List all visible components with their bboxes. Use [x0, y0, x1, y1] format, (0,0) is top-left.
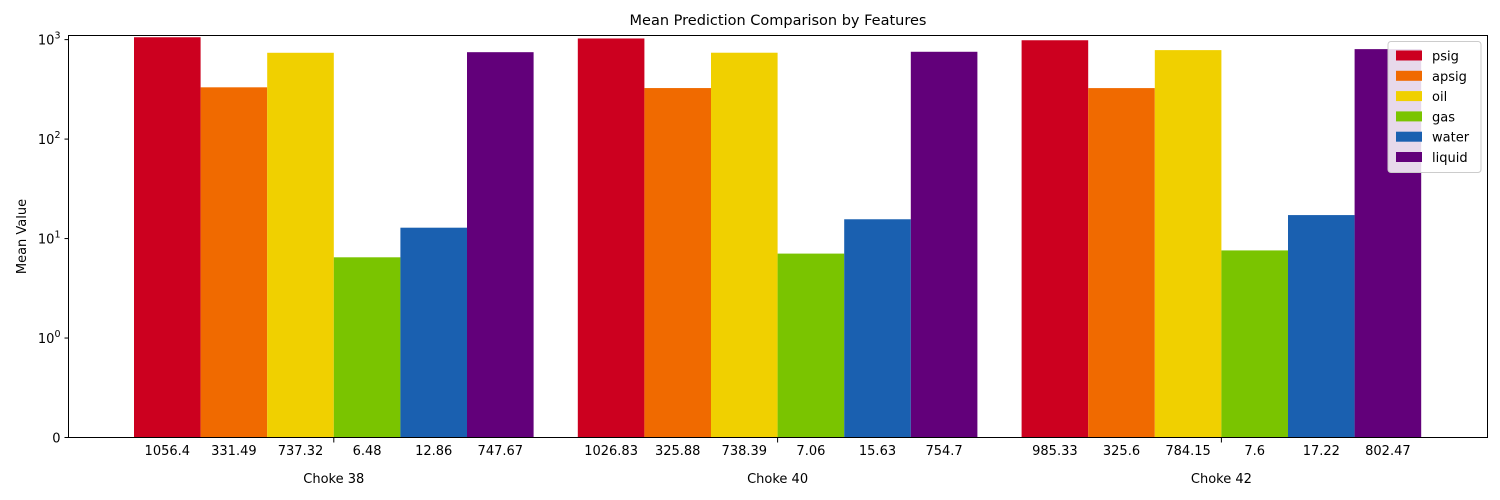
bar-value-label-apsig-0: 331.49 [211, 444, 257, 459]
legend-swatch-water [1396, 131, 1422, 142]
bar-value-label-oil-2: 784.15 [1165, 444, 1211, 459]
bar-value-label-water-0: 12.86 [415, 444, 452, 459]
bar-oil-1 [711, 52, 778, 438]
plot-area [134, 37, 1422, 438]
bar-gas-1 [777, 253, 845, 438]
bar-apsig-1 [644, 88, 711, 438]
legend-swatch-oil [1396, 91, 1422, 102]
bar-apsig-0 [200, 87, 268, 438]
category-label-0: Choke 38 [303, 472, 364, 487]
y-tick-label-0: 0 [52, 432, 60, 447]
bar-oil-0 [267, 52, 334, 438]
bar-liquid-1 [910, 51, 978, 438]
bar-value-label-oil-0: 737.32 [278, 444, 324, 459]
bar-psig-2 [1021, 40, 1089, 438]
category-label-2: Choke 42 [1191, 472, 1252, 487]
legend-swatch-liquid [1396, 152, 1422, 162]
x-axis: 1056.4 331.49 737.32 6.48 12.86 747.67 Choke 3… [145, 437, 1411, 487]
bar-value-label-water-1: 15.63 [859, 444, 896, 459]
bar-value-label-psig-1: 1026.83 [584, 444, 638, 459]
bar-value-label-liquid-1: 754.7 [925, 444, 962, 459]
bar-water-2 [1288, 215, 1355, 438]
chart-title: Mean Prediction Comparison by Features [630, 13, 927, 29]
bar-value-label-liquid-0: 747.67 [478, 444, 524, 459]
bar-psig-0 [134, 37, 201, 438]
bar-water-1 [844, 219, 911, 438]
legend-swatch-psig [1396, 50, 1422, 61]
bar-oil-2 [1154, 50, 1222, 438]
bar-value-label-gas-2: 7.6 [1244, 444, 1265, 459]
legend-label-liquid: liquid [1432, 151, 1468, 166]
bar-value-label-gas-1: 7.06 [796, 444, 825, 459]
bar-value-label-psig-2: 985.33 [1032, 444, 1078, 459]
legend-label-apsig: apsig [1432, 70, 1467, 85]
bar-psig-1 [577, 38, 645, 438]
legend-swatch-gas [1396, 111, 1422, 122]
legend-swatch-apsig [1396, 70, 1422, 81]
bar-value-label-apsig-2: 325.6 [1103, 444, 1140, 459]
legend: psig apsig oil gas water liquid [1387, 41, 1482, 173]
bar-apsig-2 [1088, 88, 1155, 438]
bar-water-0 [400, 227, 467, 438]
bar-value-label-oil-1: 738.39 [722, 444, 768, 459]
bar-gas-0 [333, 257, 401, 438]
y-axis-title: Mean Value [15, 199, 30, 274]
bar-gas-2 [1221, 250, 1288, 438]
bar-value-label-psig-0: 1056.4 [145, 444, 191, 459]
bar-value-label-apsig-1: 325.88 [655, 444, 701, 459]
legend-label-oil: oil [1432, 90, 1447, 105]
legend-label-gas: gas [1432, 110, 1455, 125]
bar-value-label-gas-0: 6.48 [353, 444, 382, 459]
bar-value-label-water-2: 17.22 [1303, 444, 1340, 459]
category-label-1: Choke 40 [747, 472, 808, 487]
legend-label-psig: psig [1432, 50, 1459, 65]
bar-liquid-0 [467, 52, 534, 438]
legend-label-water: water [1432, 131, 1470, 146]
bar-value-label-liquid-2: 802.47 [1365, 444, 1411, 459]
